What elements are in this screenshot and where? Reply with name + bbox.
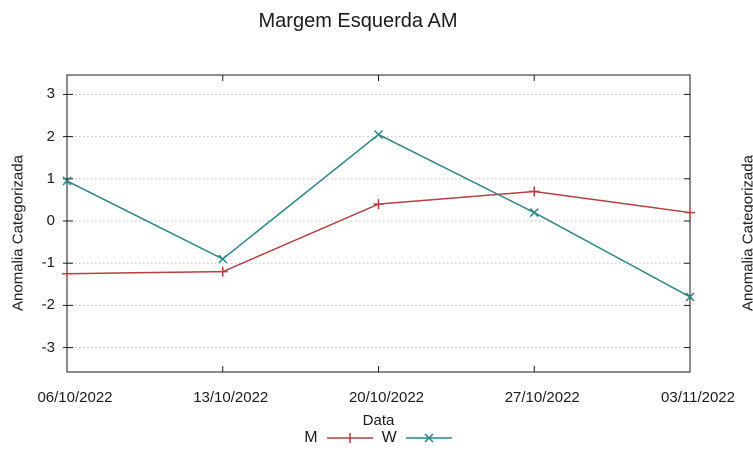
x-tick-label: 13/10/2022 — [193, 389, 269, 406]
chart-legend: M W — [67, 429, 690, 447]
plus-marker-line-icon — [326, 431, 374, 445]
y-tick-label: 1 — [46, 169, 55, 187]
adjacent-chart-y-axis-label: Anomalia Categorizada — [739, 155, 753, 311]
y-tick-label: -2 — [41, 296, 55, 314]
y-tick-label: 2 — [46, 127, 55, 145]
cross-marker-line-icon — [405, 431, 453, 445]
y-tick-label: -1 — [41, 254, 55, 272]
chart-title: Margem Esquerda AM — [258, 10, 458, 32]
y-tick-label: 0 — [46, 212, 55, 229]
legend-label-m: M — [304, 429, 318, 446]
legend-label-w: W — [381, 429, 397, 446]
x-axis-label: Data — [362, 412, 395, 429]
x-tick-label: 27/10/2022 — [504, 389, 580, 406]
x-tick-label: 06/10/2022 — [37, 389, 113, 406]
x-tick-label: 03/11/2022 — [661, 389, 735, 406]
y-tick-label: 3 — [46, 85, 55, 103]
x-tick-label: 20/10/2022 — [348, 389, 425, 406]
y-tick-label: -3 — [41, 338, 55, 356]
